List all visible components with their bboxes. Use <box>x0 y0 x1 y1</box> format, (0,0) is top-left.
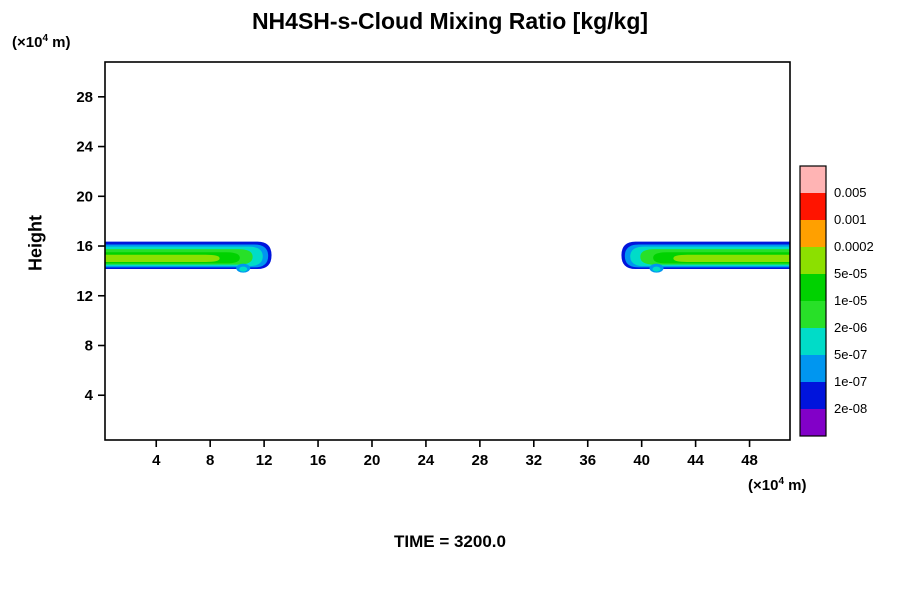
colorbar-level-label: 0.005 <box>834 185 867 200</box>
colorbar-segment <box>800 409 826 436</box>
plot-frame <box>104 61 791 441</box>
colorbar-segment <box>800 247 826 274</box>
cloud-bands <box>105 241 790 273</box>
y-tick-label: 20 <box>76 188 93 205</box>
right-cloud-contour-layer <box>673 254 790 262</box>
x-tick-label: 20 <box>364 452 381 469</box>
x-tick-label: 32 <box>525 452 542 469</box>
colorbar-level-label: 0.0002 <box>834 239 874 254</box>
colorbar-border <box>799 165 827 437</box>
y-tick-label: 8 <box>85 338 93 355</box>
y-tick-label: 16 <box>76 238 93 255</box>
colorbar-segment <box>800 301 826 328</box>
x-tick-label: 8 <box>206 452 214 469</box>
colorbar-segment <box>800 220 826 247</box>
y-axis-title: Height <box>25 215 46 271</box>
x-tick-label: 36 <box>579 452 596 469</box>
colorbar-level-label: 2e-08 <box>834 401 867 416</box>
x-tick-label: 16 <box>310 452 327 469</box>
x-tick-label: 24 <box>418 452 435 469</box>
colorbar-segment <box>800 355 826 382</box>
x-tick-label: 28 <box>472 452 489 469</box>
x-axis-unit-label: (×104 m) <box>748 476 807 494</box>
colorbar-segment <box>800 166 826 193</box>
colorbar-segment <box>800 328 826 355</box>
colorbar-level-label: 5e-07 <box>834 347 867 362</box>
y-tick-label: 12 <box>76 288 93 305</box>
colorbar-segment <box>800 193 826 220</box>
y-axis-unit-label: (×104 m) <box>12 33 71 51</box>
right-cloud-bump-inner <box>652 266 661 272</box>
colorbar-level-label: 1e-07 <box>834 374 867 389</box>
left-cloud-contour-layer <box>105 254 220 262</box>
colorbar-level-label: 1e-05 <box>834 293 867 308</box>
colorbar-level-label: 0.001 <box>834 212 867 227</box>
y-tick-label: 24 <box>76 139 93 156</box>
y-tick-label: 4 <box>85 387 94 404</box>
left-cloud-bump-inner <box>239 266 248 272</box>
colorbar-segment <box>800 274 826 301</box>
x-tick-label: 48 <box>741 452 758 469</box>
colorbar-level-label: 5e-05 <box>834 266 867 281</box>
page-title: NH4SH-s-Cloud Mixing Ratio [kg/kg] <box>251 8 649 34</box>
x-tick-label: 4 <box>152 452 161 469</box>
colorbar-level-label: 2e-06 <box>834 320 867 335</box>
y-tick-label: 28 <box>76 89 93 106</box>
x-tick-label: 12 <box>256 452 273 469</box>
time-stamp-label: TIME = 3200.0 <box>394 532 506 551</box>
x-tick-label: 44 <box>687 452 704 469</box>
x-tick-label: 40 <box>633 452 650 469</box>
colorbar-segment <box>800 382 826 409</box>
